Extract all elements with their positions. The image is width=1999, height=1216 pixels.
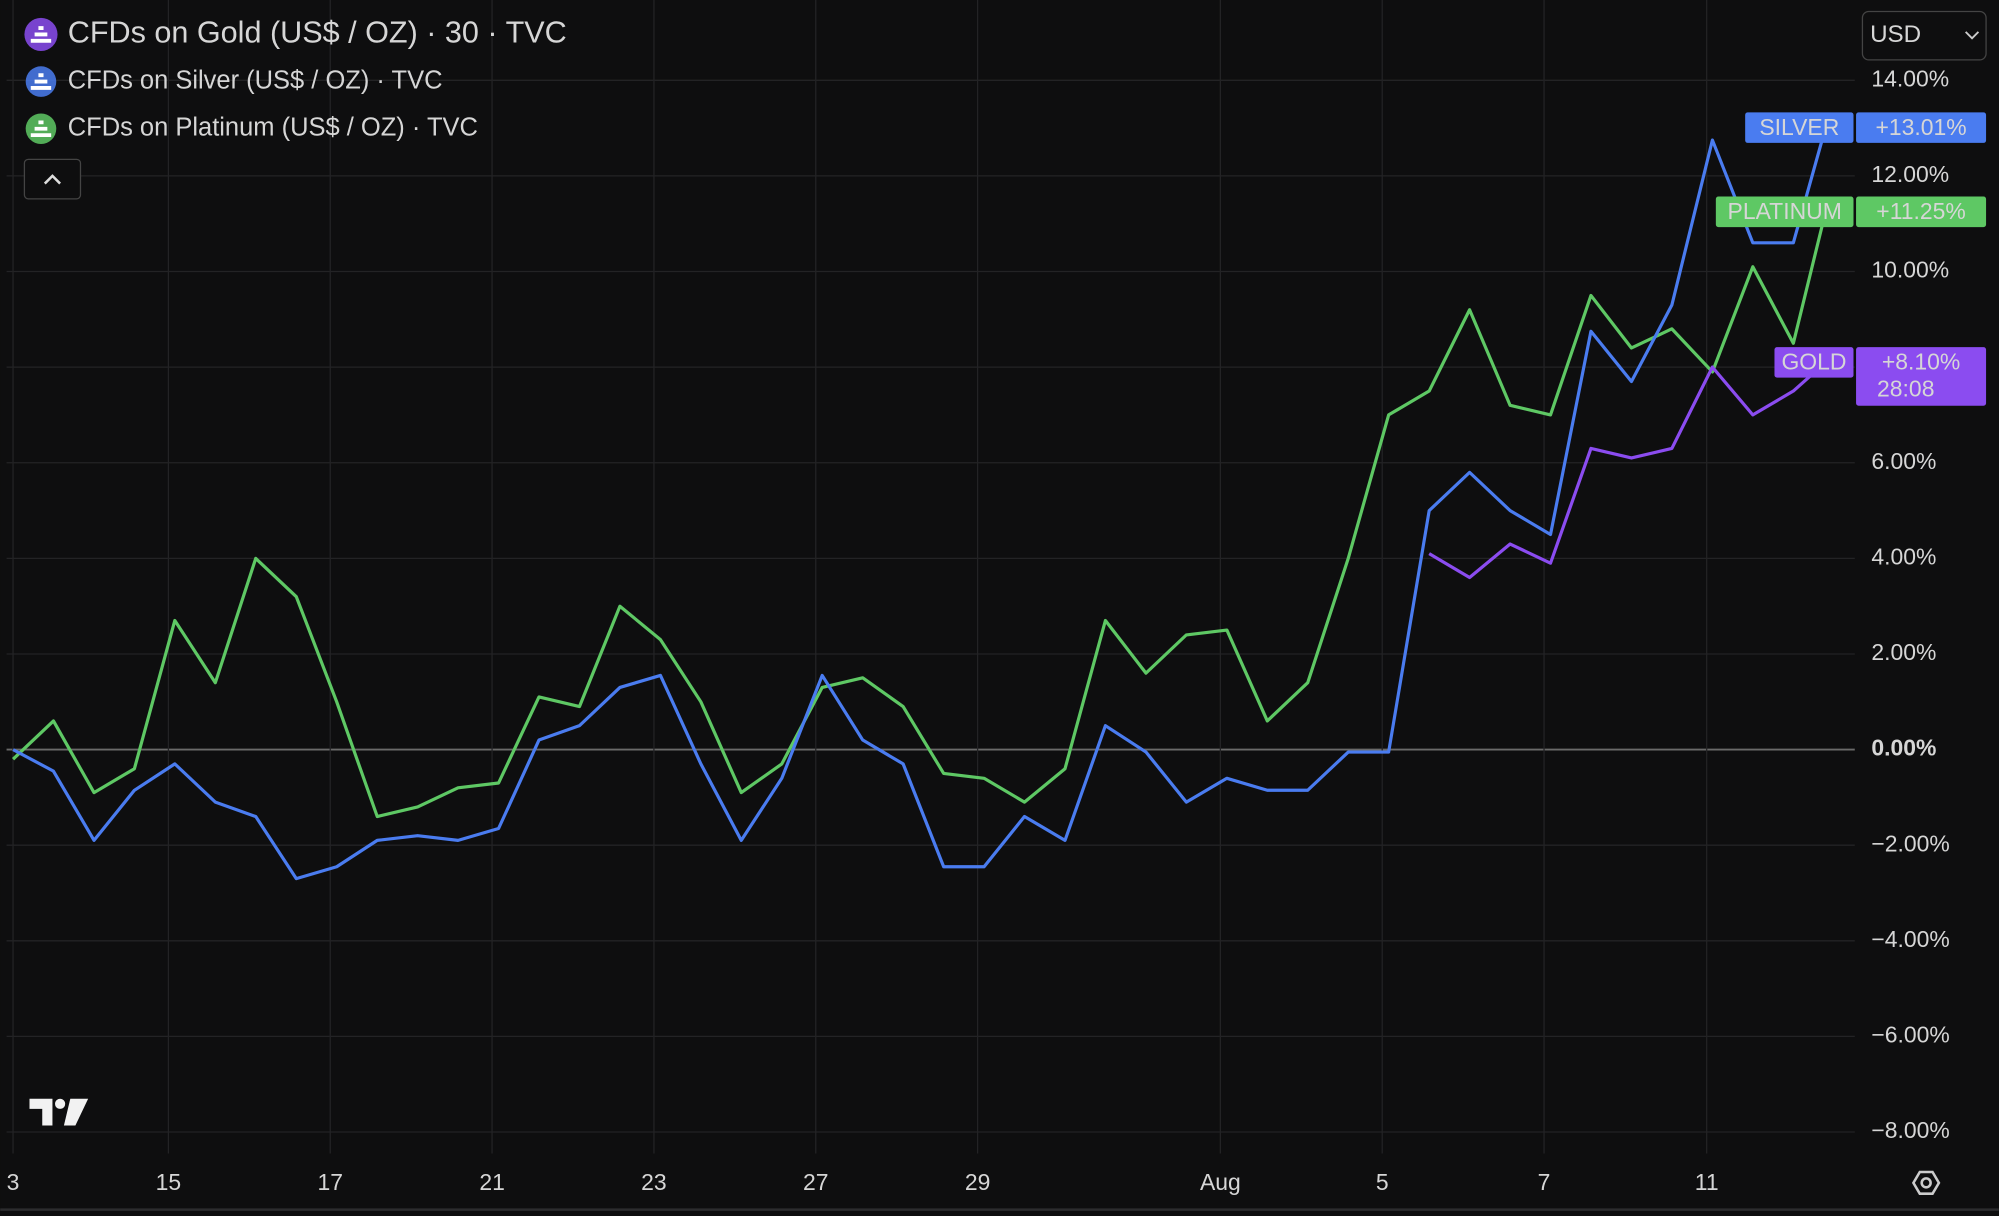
y-tick-label: 10.00% [1871,257,1949,283]
dropdown-caret [1964,31,1980,40]
badge-value: +13.01% [1875,114,1966,140]
badge-value-box [1856,196,1987,228]
legend-label: CFDs on Platinum (US$ / OZ) · TVC [68,113,478,141]
badge-countdown: 28:08 [1877,375,1934,401]
badge-name: GOLD [1781,349,1846,375]
series-line [1428,361,1827,580]
overlay: USD −8.00% −6.00% −4.00% −2.00% 0.00% 2.00% 4.… [0,10,1999,1211]
logo [29,1098,89,1126]
collapse-icon [43,174,61,185]
currency-select[interactable] [1861,10,1987,61]
x-tick-label: 5 [1376,1169,1389,1195]
x-tick-label: Aug [1200,1169,1241,1195]
legend-label: CFDs on Gold (US$ / OZ) · 30 · TVC [68,15,567,49]
y-tick-label: 14.00% [1871,65,1949,91]
x-tick-label: 27 [803,1169,829,1195]
badge-name-box [1745,112,1854,143]
y-tick-label: −4.00% [1871,926,1949,952]
x-tick-label: 3 [7,1169,20,1195]
badge-value: +8.10% [1882,349,1960,375]
y-tick-label: −6.00% [1871,1021,1949,1047]
y-tick-label: 6.00% [1871,448,1936,474]
badge-value-box [1856,347,1987,406]
lines [11,127,1828,881]
y-tick-label: 12.00% [1871,161,1949,187]
x-tick-label: 7 [1538,1169,1551,1195]
settings-dot [1920,1177,1932,1189]
legend-label: CFDs on Silver (US$ / OZ) · TVC [68,66,443,94]
y-tick-label: 4.00% [1871,543,1936,569]
badge-name: SILVER [1759,114,1839,140]
grid [6,0,1855,1154]
badge-value: +11.25% [1876,198,1966,224]
y-tick-label: 2.00% [1871,639,1936,665]
legend-icon-glyph [30,26,52,43]
badge-value-box [1856,112,1987,143]
badge-name-box [1774,347,1854,378]
x-tick-label: 21 [479,1169,505,1195]
x-tick-label: 11 [1695,1169,1719,1195]
currency-label: USD [1870,21,1921,48]
settings-hexagon [1911,1170,1941,1195]
series-line [12,127,1828,881]
series-line [11,211,1828,819]
collapse-button[interactable] [23,158,82,200]
x-tick-label: 29 [965,1169,991,1195]
y-tick-label: 0.00% [1871,735,1936,761]
legend-icon-glyph [30,120,52,138]
x-tick-label: 17 [317,1169,343,1195]
x-tick-label: 23 [641,1169,667,1195]
settings-icon[interactable] [1911,1160,1941,1195]
y-tick-label: −8.00% [1871,1117,1949,1143]
badge-name-box [1715,196,1854,228]
legend-icon-glyph [30,73,52,90]
badge-name: PLATINUM [1728,198,1842,224]
x-tick-label: 15 [156,1169,182,1195]
y-tick-label: −2.00% [1871,830,1949,856]
